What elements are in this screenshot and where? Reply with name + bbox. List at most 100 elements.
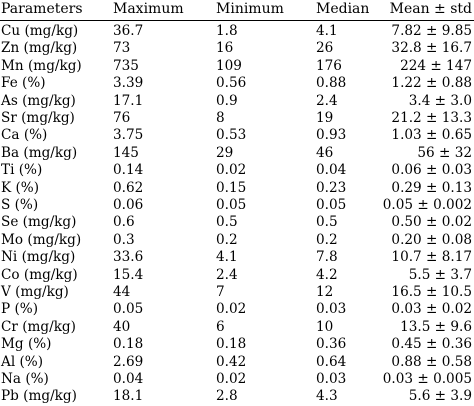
cell-parameter: Cr (mg/kg) — [1, 318, 76, 335]
cell-minimum: 6 — [216, 318, 225, 335]
table-row: Ca (%) 3.75 0.53 0.93 1.03 ± 0.65 — [0, 126, 474, 144]
table-row: Ti (%) 0.14 0.02 0.04 0.06 ± 0.03 — [0, 161, 474, 179]
cell-maximum: 145 — [113, 144, 139, 161]
cell-minimum: 109 — [216, 57, 242, 74]
cell-minimum: 0.02 — [216, 371, 247, 387]
cell-mean-std: 0.03 ± 0.02 — [391, 301, 472, 318]
cell-median: 7.8 — [316, 249, 338, 266]
cell-maximum: 36.7 — [113, 23, 144, 39]
table-row: Cu (mg/kg) 36.7 1.8 4.1 7.82 ± 9.85 — [0, 22, 474, 40]
header-row: Parameters Maximum Minimum Median Mean ±… — [0, 0, 474, 18]
cell-parameter: Ca (%) — [1, 127, 48, 144]
header-rule — [0, 20, 474, 21]
table-row: Pb (mg/kg) 18.1 2.8 4.3 5.6 ± 3.9 — [0, 387, 474, 405]
cell-parameter: Ti (%) — [1, 162, 43, 179]
cell-median: 0.36 — [316, 336, 347, 353]
cell-minimum: 0.05 — [216, 197, 247, 213]
cell-median: 0.2 — [316, 231, 338, 248]
cell-median: 4.3 — [316, 388, 338, 405]
table-row: Al (%) 2.69 0.42 0.64 0.88 ± 0.58 — [0, 353, 474, 371]
table-row: Sr (mg/kg) 76 8 19 21.2 ± 13.3 — [0, 109, 474, 127]
cell-median: 2.4 — [316, 92, 338, 109]
cell-minimum: 0.18 — [216, 336, 247, 353]
cell-median: 176 — [316, 57, 342, 74]
table-row: S (%) 0.06 0.05 0.05 0.05 ± 0.002 — [0, 196, 474, 214]
cell-maximum: 0.14 — [113, 162, 144, 179]
cell-maximum: 735 — [113, 57, 139, 74]
cell-median: 19 — [316, 110, 334, 126]
table-row: Ni (mg/kg) 33.6 4.1 7.8 10.7 ± 8.17 — [0, 248, 474, 266]
cell-minimum: 0.02 — [216, 162, 247, 179]
cell-parameter: Ni (mg/kg) — [1, 249, 76, 266]
cell-minimum: 0.42 — [216, 353, 247, 370]
cell-median: 0.93 — [316, 127, 347, 144]
cell-mean-std: 56 ± 32 — [417, 144, 472, 161]
table-row: V (mg/kg) 44 7 12 16.5 ± 10.5 — [0, 283, 474, 301]
cell-median: 0.88 — [316, 75, 347, 92]
table-row: Mg (%) 0.18 0.18 0.36 0.45 ± 0.36 — [0, 335, 474, 353]
cell-mean-std: 0.50 ± 0.02 — [391, 214, 472, 231]
cell-mean-std: 0.29 ± 0.13 — [391, 179, 472, 196]
cell-minimum: 2.8 — [216, 388, 238, 405]
cell-mean-std: 1.03 ± 0.65 — [391, 127, 472, 144]
cell-maximum: 3.75 — [113, 127, 144, 144]
cell-mean-std: 21.2 ± 13.3 — [391, 110, 472, 126]
table-row: Na (%) 0.04 0.02 0.03 0.03 ± 0.005 — [0, 370, 474, 388]
cell-minimum: 0.53 — [216, 127, 247, 144]
cell-maximum: 0.04 — [113, 371, 144, 387]
table-row: Ba (mg/kg) 145 29 46 56 ± 32 — [0, 144, 474, 162]
cell-parameter: P (%) — [1, 301, 38, 318]
cell-maximum: 3.39 — [113, 75, 144, 92]
cell-parameter: As (mg/kg) — [1, 92, 76, 109]
cell-maximum: 44 — [113, 284, 131, 300]
cell-parameter: Na (%) — [1, 371, 49, 387]
cell-mean-std: 16.5 ± 10.5 — [391, 284, 472, 300]
cell-parameter: S (%) — [1, 197, 39, 213]
cell-mean-std: 0.20 ± 0.08 — [391, 231, 472, 248]
cell-median: 0.05 — [316, 197, 347, 213]
cell-median: 26 — [316, 40, 334, 57]
cell-maximum: 76 — [113, 110, 131, 126]
cell-maximum: 0.6 — [113, 214, 135, 231]
cell-minimum: 8 — [216, 110, 225, 126]
cell-minimum: 7 — [216, 284, 225, 300]
cell-minimum: 0.2 — [216, 231, 238, 248]
cell-mean-std: 10.7 ± 8.17 — [391, 249, 472, 266]
cell-parameter: Co (mg/kg) — [1, 266, 78, 283]
cell-maximum: 0.62 — [113, 179, 144, 196]
cell-parameter: Se (mg/kg) — [1, 214, 77, 231]
table-row: Mo (mg/kg) 0.3 0.2 0.2 0.20 ± 0.08 — [0, 231, 474, 249]
cell-maximum: 2.69 — [113, 353, 144, 370]
table-row: Se (mg/kg) 0.6 0.5 0.5 0.50 ± 0.02 — [0, 213, 474, 231]
cell-mean-std: 0.06 ± 0.03 — [391, 162, 472, 179]
cell-median: 12 — [316, 284, 334, 300]
table-row: K (%) 0.62 0.15 0.23 0.29 ± 0.13 — [0, 179, 474, 197]
cell-maximum: 0.06 — [113, 197, 144, 213]
cell-median: 0.64 — [316, 353, 347, 370]
cell-maximum: 73 — [113, 40, 131, 57]
cell-maximum: 40 — [113, 318, 131, 335]
cell-median: 0.23 — [316, 179, 347, 196]
cell-parameter: Mn (mg/kg) — [1, 57, 82, 74]
header-maximum: Maximum — [113, 1, 184, 17]
cell-parameter: Mo (mg/kg) — [1, 231, 82, 248]
cell-median: 4.2 — [316, 266, 338, 283]
cell-parameter: Sr (mg/kg) — [1, 110, 75, 126]
cell-parameter: Mg (%) — [1, 336, 52, 353]
cell-minimum: 0.15 — [216, 179, 247, 196]
cell-minimum: 4.1 — [216, 249, 238, 266]
cell-mean-std: 0.03 ± 0.005 — [382, 371, 472, 387]
cell-mean-std: 7.82 ± 9.85 — [391, 23, 472, 39]
cell-mean-std: 5.6 ± 3.9 — [408, 388, 472, 405]
cell-mean-std: 0.45 ± 0.36 — [391, 336, 472, 353]
cell-maximum: 15.4 — [113, 266, 144, 283]
cell-median: 0.04 — [316, 162, 347, 179]
cell-maximum: 18.1 — [113, 388, 144, 405]
table-row: Mn (mg/kg) 735 109 176 224 ± 147 — [0, 57, 474, 75]
cell-maximum: 0.05 — [113, 301, 144, 318]
cell-median: 4.1 — [316, 23, 338, 39]
table-row: Fe (%) 3.39 0.56 0.88 1.22 ± 0.88 — [0, 74, 474, 92]
header-median: Median — [316, 1, 370, 17]
cell-mean-std: 0.05 ± 0.002 — [382, 197, 472, 213]
cell-parameter: V (mg/kg) — [1, 284, 69, 300]
